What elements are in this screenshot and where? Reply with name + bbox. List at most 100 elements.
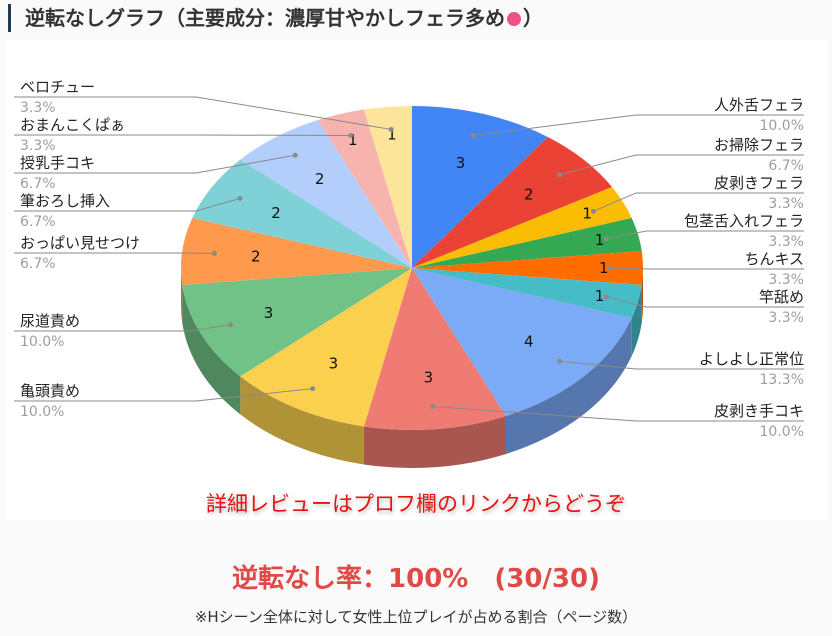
- leader-dot: [388, 126, 394, 132]
- slice-label: 皮剥きフェラ: [713, 174, 804, 192]
- pie-side-8: [240, 376, 364, 465]
- slice-label: 皮剥き手コキ: [713, 402, 804, 420]
- no-reversal-rate: 逆転なし率：100% (30/30): [232, 564, 600, 594]
- pie-slice[interactable]: [363, 268, 506, 430]
- slice-value-label: 3: [264, 304, 274, 322]
- slice-percent: 3.3%: [768, 272, 804, 288]
- pie-slice[interactable]: [363, 106, 412, 268]
- slice-label: 授乳手コキ: [20, 154, 96, 172]
- slice-label: ベロチュー: [20, 78, 96, 96]
- slice-value-label: 1: [582, 204, 592, 222]
- slice-value-label: 2: [251, 247, 261, 265]
- leader-line: [559, 360, 804, 370]
- slice-percent: 6.7%: [20, 256, 56, 272]
- leader-line: [432, 406, 804, 422]
- leader-dot: [590, 208, 596, 214]
- slice-percent: 10.0%: [759, 424, 804, 440]
- slice-value-label: 1: [348, 131, 358, 149]
- leader-dot: [430, 404, 436, 410]
- leader-dot: [603, 236, 609, 242]
- slice-percent: 6.7%: [768, 158, 804, 174]
- pie-side-10: [181, 268, 183, 323]
- slice-percent: 10.0%: [759, 118, 804, 134]
- pie-side-5: [631, 284, 642, 357]
- pie-slice[interactable]: [412, 268, 642, 319]
- pie-side-4: [641, 268, 643, 323]
- slice-label: お掃除フェラ: [713, 136, 804, 154]
- slice-label: よしよし正常位: [698, 350, 804, 368]
- leader-dot: [557, 358, 563, 364]
- leader-dot: [211, 250, 217, 256]
- leader-dot: [237, 195, 243, 201]
- leader-line: [473, 114, 804, 136]
- slice-percent: 10.0%: [20, 334, 65, 350]
- footnote: ※Hシーン全体に対して女性上位プレイが占める割合（ページ数）: [194, 608, 638, 626]
- slice-value-label: 3: [424, 369, 434, 387]
- slice-value-label: 2: [315, 170, 325, 188]
- leader-line: [606, 296, 804, 308]
- pie-slice[interactable]: [412, 106, 548, 268]
- leader-line: [14, 96, 392, 130]
- leader-line: [14, 197, 241, 212]
- leader-line: [14, 324, 231, 332]
- slice-percent: 3.3%: [768, 196, 804, 212]
- title-close: ）: [523, 6, 543, 30]
- leader-dot: [470, 132, 476, 138]
- slice-percent: 3.3%: [20, 100, 56, 116]
- pie-slice[interactable]: [181, 217, 412, 285]
- slice-label: 筆おろし挿入: [20, 192, 111, 210]
- slice-percent: 6.7%: [20, 176, 56, 192]
- slice-label: 尿道責め: [20, 312, 81, 330]
- slice-value-label: 1: [599, 259, 609, 277]
- leader-dot: [608, 265, 614, 271]
- leader-line: [559, 154, 804, 176]
- slice-percent: 3.3%: [768, 234, 804, 250]
- pie-side-6: [505, 318, 632, 454]
- leader-dot: [603, 294, 609, 300]
- slice-label: 亀頭責め: [20, 382, 81, 400]
- slice-value-label: 4: [524, 333, 534, 351]
- page-title: 逆転なしグラフ（主要成分：濃厚甘やかしフェラ多め ）: [8, 4, 543, 32]
- slice-percent: 10.0%: [20, 404, 65, 420]
- title-text: 逆転なしグラフ（主要成分：濃厚甘やかしフェラ多め: [25, 6, 505, 30]
- slice-percent: 13.3%: [759, 372, 804, 388]
- slice-label: おまんこくぱぁ: [20, 116, 126, 134]
- slice-label: おっぱい見せつけ: [20, 234, 141, 252]
- slice-label: 竿舐め: [758, 288, 804, 306]
- pie-slice[interactable]: [182, 268, 412, 377]
- leader-dot: [310, 386, 316, 392]
- leader-line: [606, 230, 804, 240]
- pie-slice[interactable]: [412, 268, 632, 416]
- leader-line: [14, 154, 296, 174]
- slice-percent: 3.3%: [20, 138, 56, 154]
- slice-value-label: 2: [524, 185, 534, 203]
- slice-label: 人外舌フェラ: [713, 96, 804, 114]
- slice-label: ちんキス: [744, 250, 804, 268]
- slice-value-label: 2: [271, 204, 281, 222]
- slice-value-label: 1: [595, 287, 605, 305]
- pie-side-7: [363, 415, 506, 468]
- pie-slice[interactable]: [240, 268, 412, 427]
- slice-label: 包茎舌入れフェラ: [683, 212, 804, 230]
- pie-slice[interactable]: [412, 217, 642, 268]
- slice-value-label: 1: [595, 231, 605, 249]
- leader-line: [14, 388, 313, 402]
- pie-slice[interactable]: [318, 109, 412, 268]
- leader-dot: [348, 132, 354, 138]
- leader-dot: [557, 172, 563, 178]
- slice-value-label: 3: [329, 354, 339, 372]
- review-note: 詳細レビューはプロフ欄のリンクからどうぞ: [206, 492, 626, 516]
- leader-dot: [292, 152, 298, 158]
- pie-slice[interactable]: [192, 159, 412, 268]
- pie-slice[interactable]: [412, 251, 644, 285]
- leader-dot: [228, 322, 234, 328]
- slice-percent: 3.3%: [768, 310, 804, 326]
- pie-slice[interactable]: [412, 136, 613, 268]
- heart-icon: [504, 9, 524, 29]
- leader-line: [610, 267, 804, 270]
- slice-value-label: 3: [456, 154, 466, 172]
- pie-side-9: [182, 284, 241, 415]
- pie-slice[interactable]: [412, 187, 632, 268]
